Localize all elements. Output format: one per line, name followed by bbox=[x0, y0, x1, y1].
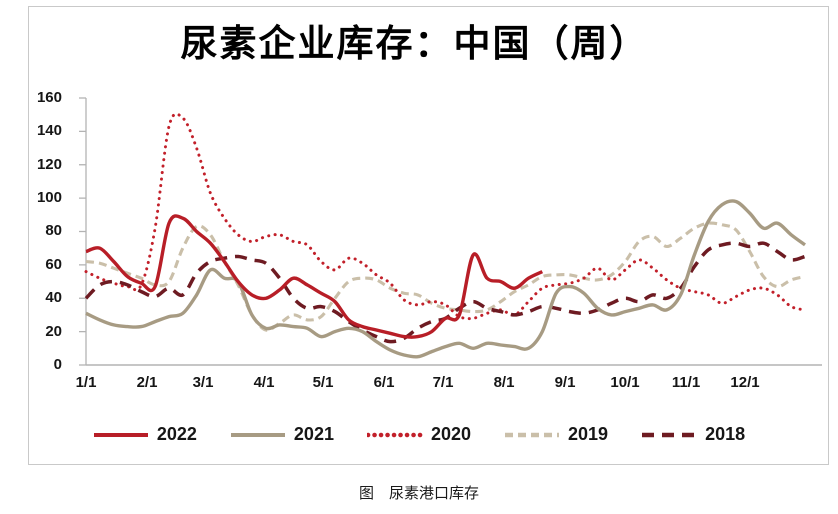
figure-caption: 图 尿素港口库存 bbox=[358, 486, 479, 502]
legend-swatch-2019-dashed-line bbox=[505, 432, 560, 437]
legend-item-2022: 2022 bbox=[93, 424, 197, 445]
x-tick-label: 2/1 bbox=[136, 374, 158, 391]
x-tick-label: 1/1 bbox=[75, 374, 97, 391]
series-line-2021 bbox=[85, 199, 807, 359]
legend-swatch-2020-dotted-line bbox=[366, 432, 423, 437]
chart-frame bbox=[28, 6, 829, 465]
series-line-2019 bbox=[85, 221, 806, 332]
legend-item-2021: 2021 bbox=[230, 424, 334, 445]
legend-item-2020: 2020 bbox=[366, 424, 472, 445]
x-tick-label: 9/1 bbox=[554, 374, 576, 391]
y-tick-label: 120 bbox=[36, 156, 62, 173]
legend-label: 2019 bbox=[568, 424, 609, 444]
legend-swatch-2021-line bbox=[230, 432, 285, 437]
x-tick-label: 4/1 bbox=[253, 374, 275, 391]
x-tick-label: 6/1 bbox=[373, 374, 395, 391]
y-tick-label: 60 bbox=[45, 256, 62, 273]
series-line-2020 bbox=[84, 112, 807, 321]
legend: 2022 2021 2020 2019 2018 bbox=[29, 424, 809, 445]
x-tick-label: 3/1 bbox=[192, 374, 214, 391]
legend-label: 2022 bbox=[156, 424, 197, 444]
legend-swatch-2018-dashed-line bbox=[642, 432, 697, 437]
x-tick-label: 8/1 bbox=[493, 374, 515, 391]
x-tick-label: 5/1 bbox=[312, 374, 334, 391]
legend-label: 2020 bbox=[430, 424, 472, 444]
y-tick-label: 160 bbox=[36, 89, 62, 106]
y-tick-label: 40 bbox=[45, 289, 62, 306]
y-tick-label: 80 bbox=[45, 222, 62, 239]
x-tick-label: 12/1 bbox=[730, 374, 760, 391]
y-tick-label: 0 bbox=[53, 356, 62, 373]
legend-label: 2021 bbox=[293, 424, 334, 444]
y-axis-tickmarks bbox=[79, 97, 86, 366]
x-tick-label: 7/1 bbox=[432, 374, 454, 391]
chart-title: 尿素企业库存：中国（周） bbox=[180, 24, 649, 65]
legend-swatch-2022-line bbox=[93, 432, 148, 437]
series-line-2022 bbox=[85, 214, 544, 339]
x-tick-label: 11/1 bbox=[671, 374, 701, 391]
legend-item-2019: 2019 bbox=[504, 424, 608, 445]
y-tick-label: 140 bbox=[36, 122, 62, 139]
y-tick-label: 100 bbox=[36, 189, 62, 206]
x-tick-label: 10/1 bbox=[610, 374, 640, 391]
y-tick-label: 20 bbox=[45, 323, 62, 340]
legend-label: 2018 bbox=[705, 424, 746, 444]
series-lines bbox=[84, 112, 807, 359]
legend-item-2018: 2018 bbox=[641, 424, 745, 445]
